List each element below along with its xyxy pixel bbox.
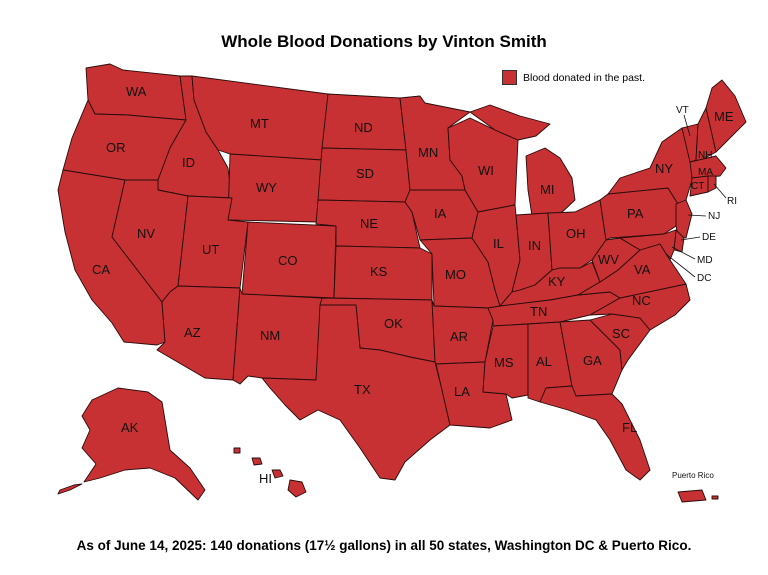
label-IN: IN	[528, 238, 541, 253]
label-TX: TX	[354, 382, 371, 397]
label-VA: VA	[634, 262, 651, 277]
label-IA: IA	[434, 206, 447, 221]
label-IL: IL	[493, 236, 504, 251]
label-ID: ID	[182, 155, 195, 170]
label-NV: NV	[137, 226, 155, 241]
state-MD	[619, 229, 677, 261]
state-HI-maui	[271, 469, 284, 479]
state-AK-islands	[57, 483, 83, 495]
label-ME: ME	[714, 109, 734, 124]
map-title: Whole Blood Donations by Vinton Smith	[221, 32, 547, 51]
label-WI: WI	[478, 163, 494, 178]
state-labels: WA OR CA ID NV MT WY UT AZ CO NM ND SD N…	[92, 84, 737, 486]
label-KS: KS	[370, 264, 388, 279]
label-OK: OK	[384, 316, 403, 331]
state-MA	[689, 155, 727, 179]
label-GA: GA	[583, 353, 602, 368]
label-VT: VT	[676, 105, 689, 116]
leader-NJ	[687, 214, 707, 217]
footer-note: As of June 14, 2025: 140 donations (17½ …	[76, 538, 692, 553]
label-NY: NY	[655, 161, 673, 176]
label-KY: KY	[548, 274, 566, 289]
leader-DC	[665, 253, 696, 278]
label-CO: CO	[278, 253, 298, 268]
label-MO: MO	[445, 267, 466, 282]
label-SD: SD	[356, 166, 374, 181]
state-MI-UP	[469, 104, 551, 141]
label-WY: WY	[256, 180, 277, 195]
label-NC: NC	[632, 293, 651, 308]
legend: Blood donated in the past.	[502, 70, 645, 85]
legend-swatch	[502, 70, 517, 85]
label-MS: MS	[494, 355, 514, 370]
state-PR	[677, 489, 707, 503]
state-NH	[695, 107, 717, 163]
label-WV: WV	[598, 252, 619, 267]
label-LA: LA	[454, 384, 470, 399]
label-FL: FL	[622, 420, 637, 435]
state-HI-oahu	[251, 457, 263, 466]
leader-RI	[713, 183, 727, 199]
label-AL: AL	[536, 354, 552, 369]
state-RI	[707, 175, 717, 193]
label-MN: MN	[418, 145, 438, 160]
label-NM: NM	[260, 328, 280, 343]
label-AZ: AZ	[184, 325, 201, 340]
label-MI: MI	[540, 182, 554, 197]
label-CT: CT	[691, 181, 704, 192]
state-KS	[333, 245, 433, 301]
label-TN: TN	[530, 304, 547, 319]
leader-MD	[671, 246, 696, 260]
state-AK	[81, 387, 206, 501]
label-DE: DE	[702, 232, 716, 243]
label-OH: OH	[566, 226, 586, 241]
state-NJ	[675, 199, 693, 239]
label-RI: RI	[727, 196, 737, 207]
label-PR: Puerto Rico	[672, 471, 714, 480]
label-WA: WA	[126, 84, 147, 99]
label-MD: MD	[697, 255, 713, 266]
label-DC: DC	[697, 273, 711, 284]
label-UT: UT	[202, 242, 219, 257]
state-shapes	[57, 63, 747, 503]
state-MI	[525, 147, 576, 217]
label-SC: SC	[612, 326, 630, 341]
label-NJ: NJ	[708, 211, 720, 222]
legend-label: Blood donated in the past.	[523, 71, 646, 84]
leader-VT	[683, 114, 691, 137]
label-AR: AR	[450, 329, 468, 344]
label-CA: CA	[92, 262, 110, 277]
state-ME	[705, 79, 747, 153]
state-FL	[539, 385, 651, 481]
label-MT: MT	[250, 116, 269, 131]
state-HI-big	[287, 479, 307, 498]
leader-lines	[665, 114, 727, 278]
state-TX	[261, 304, 451, 481]
label-HI: HI	[259, 471, 272, 486]
label-NE: NE	[360, 216, 378, 231]
state-HI-kauai	[233, 447, 241, 454]
leader-DE	[680, 236, 701, 241]
label-AK: AK	[121, 420, 139, 435]
label-PA: PA	[627, 206, 644, 221]
label-OR: OR	[106, 140, 126, 155]
label-NH: NH	[698, 150, 712, 161]
label-ND: ND	[354, 120, 373, 135]
label-MA: MA	[698, 167, 713, 178]
state-PR-island	[711, 495, 719, 500]
